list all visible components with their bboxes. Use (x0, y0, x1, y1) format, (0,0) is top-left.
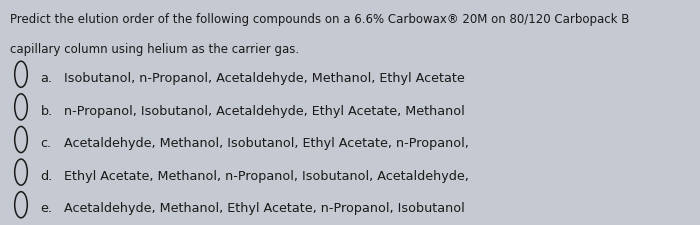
Text: Predict the elution order of the following compounds on a 6.6% Carbowax® 20M on : Predict the elution order of the followi… (10, 14, 630, 27)
Text: c.: c. (41, 137, 52, 150)
Text: n-Propanol, Isobutanol, Acetaldehyde, Ethyl Acetate, Methanol: n-Propanol, Isobutanol, Acetaldehyde, Et… (64, 105, 465, 118)
Text: e.: e. (41, 202, 52, 216)
Text: a.: a. (41, 72, 52, 85)
Text: Acetaldehyde, Methanol, Ethyl Acetate, n-Propanol, Isobutanol: Acetaldehyde, Methanol, Ethyl Acetate, n… (64, 202, 465, 216)
Text: Acetaldehyde, Methanol, Isobutanol, Ethyl Acetate, n-Propanol,: Acetaldehyde, Methanol, Isobutanol, Ethy… (64, 137, 469, 150)
Text: Isobutanol, n-Propanol, Acetaldehyde, Methanol, Ethyl Acetate: Isobutanol, n-Propanol, Acetaldehyde, Me… (64, 72, 465, 85)
Text: b.: b. (41, 105, 53, 118)
Text: capillary column using helium as the carrier gas.: capillary column using helium as the car… (10, 43, 300, 56)
Text: d.: d. (41, 170, 53, 183)
Text: Ethyl Acetate, Methanol, n-Propanol, Isobutanol, Acetaldehyde,: Ethyl Acetate, Methanol, n-Propanol, Iso… (64, 170, 469, 183)
